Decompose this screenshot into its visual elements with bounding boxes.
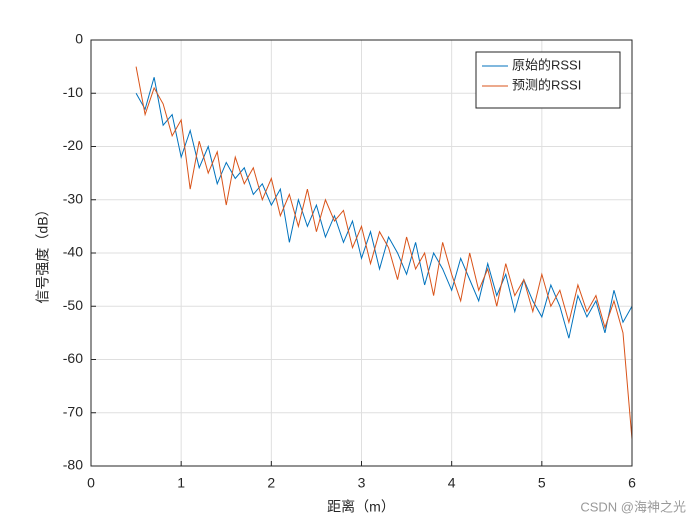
axes-box [90,39,633,467]
x-tick-label: 2 [267,475,275,491]
x-tick-label: 4 [448,475,456,491]
y-tick-label: -20 [63,137,83,153]
legend-label: 预测的RSSI [512,77,581,92]
y-tick-label: 0 [75,31,83,47]
x-tick-label: 0 [87,475,95,491]
legend-box [475,51,621,109]
x-tick-label: 1 [177,475,185,491]
y-tick-label: -30 [63,190,83,206]
watermark: CSDN @海神之光 [580,499,686,514]
y-tick-label: -50 [63,297,83,313]
x-tick-label: 5 [538,475,546,491]
x-tick-label: 3 [358,475,366,491]
series-line [135,66,633,440]
y-tick-label: -60 [63,350,83,366]
x-tick-label: 6 [628,475,636,491]
y-axis-label: 信号强度（dB） [35,202,51,303]
series-line [135,77,633,339]
y-tick-label: -80 [63,457,83,473]
legend-label: 原始的RSSI [512,57,581,72]
y-tick-label: -40 [63,244,83,260]
y-tick-label: -70 [63,403,83,419]
y-tick-label: -10 [63,84,83,100]
x-axis-label: 距离（m） [327,499,395,515]
